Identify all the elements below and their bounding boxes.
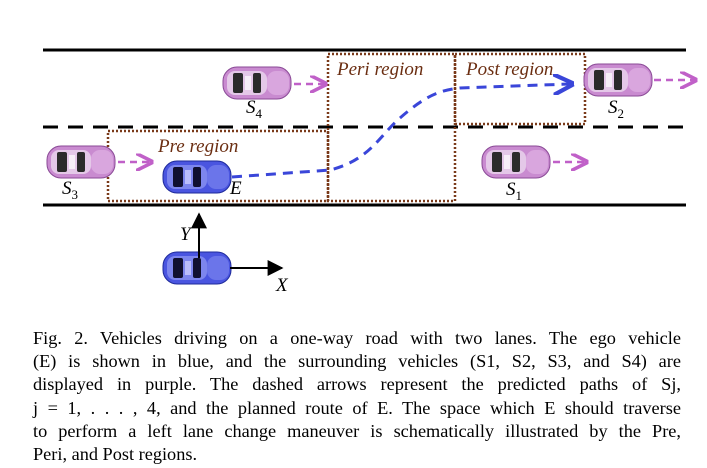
vehicle-s1 — [481, 145, 551, 179]
road-scene-diagram: Pre region Peri region Post region S3 S4… — [43, 48, 707, 296]
peri-region-label: Peri region — [336, 59, 423, 80]
post-region-label: Post region — [465, 59, 553, 80]
caption-line: j = 1, . . . , 4, and the planned route … — [33, 397, 681, 418]
peri-region-box — [326, 52, 457, 203]
label-ego: E — [229, 178, 242, 199]
figure-caption: Fig. 2. Vehicles driving on a one-way ro… — [33, 327, 681, 466]
vehicle-ego — [162, 160, 232, 194]
y-axis-label: Y — [180, 224, 193, 245]
ego-planned-path — [231, 84, 570, 179]
vehicle-s3 — [46, 145, 116, 179]
caption-line: (E) is shown in blue, and the surroundin… — [33, 351, 681, 372]
vehicle-s4 — [222, 66, 292, 100]
label-s2: S2 — [608, 97, 624, 121]
vehicle-ego-reference — [162, 251, 232, 285]
label-s3: S3 — [62, 178, 78, 202]
caption-line: Fig. 2. Vehicles driving on a one-way ro… — [33, 328, 681, 348]
label-s1: S1 — [506, 179, 522, 203]
caption-line: Peri, and Post regions. — [33, 444, 198, 465]
vehicle-s2 — [583, 63, 653, 97]
caption-line: displayed in purple. The dashed arrows r… — [33, 374, 681, 395]
post-region-box — [453, 52, 587, 126]
pre-region-label: Pre region — [157, 136, 238, 157]
x-axis-label: X — [275, 275, 289, 296]
label-s4: S4 — [246, 97, 263, 121]
caption-line: to perform a left lane change maneuver i… — [33, 420, 681, 441]
